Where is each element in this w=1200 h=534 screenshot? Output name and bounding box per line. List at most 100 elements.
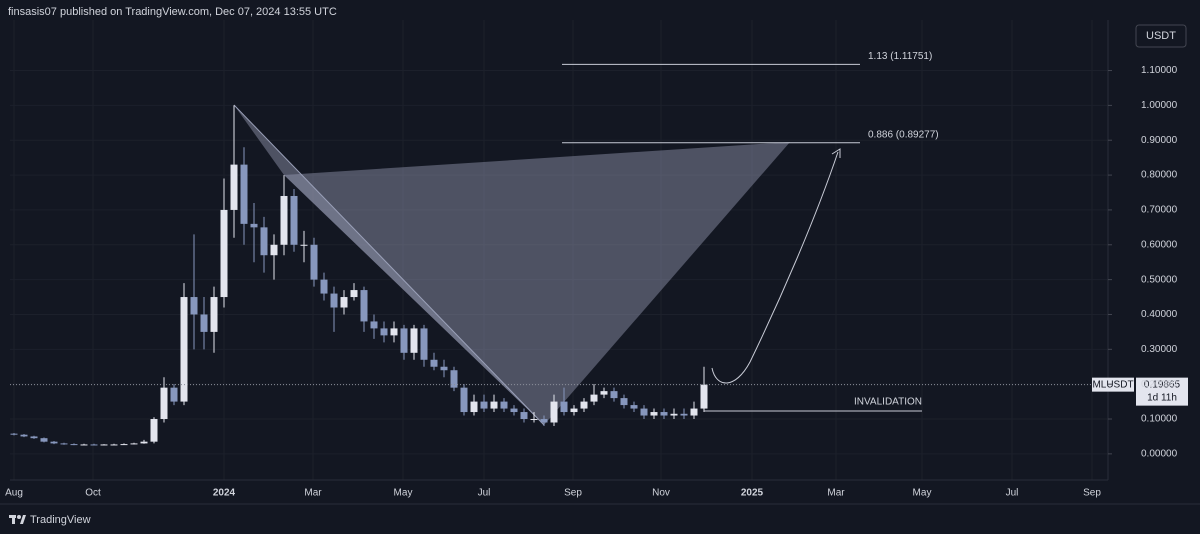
candle-body bbox=[410, 328, 418, 353]
y-tick-label: 0.40000 bbox=[1141, 309, 1178, 320]
x-tick-label: Aug bbox=[5, 488, 23, 499]
candle-body bbox=[630, 405, 638, 409]
candle-body bbox=[50, 441, 58, 444]
price-box bbox=[1136, 377, 1188, 406]
candle-body bbox=[430, 359, 438, 367]
candle-body bbox=[590, 394, 598, 402]
candle-body bbox=[240, 164, 248, 224]
candle-body bbox=[330, 293, 338, 308]
candle-body bbox=[510, 408, 518, 413]
fib-label: 0.886 (0.89277) bbox=[868, 129, 939, 140]
candle-body bbox=[420, 328, 428, 360]
y-tick-label: 0.60000 bbox=[1141, 239, 1178, 250]
arrow-head bbox=[831, 148, 841, 158]
candle-body bbox=[660, 412, 668, 416]
candle-body bbox=[620, 398, 628, 406]
candle-body bbox=[90, 444, 98, 446]
candle-body bbox=[600, 391, 608, 395]
candle-body bbox=[160, 387, 168, 420]
symbol-box bbox=[1092, 377, 1134, 392]
fib-label: 1.13 (1.11751) bbox=[868, 51, 932, 62]
candle-body bbox=[210, 297, 218, 332]
x-tick-label: Mar bbox=[304, 488, 322, 499]
projection-arrow bbox=[711, 151, 839, 384]
candle-body bbox=[200, 314, 208, 332]
candle-body bbox=[280, 195, 288, 245]
candle-body bbox=[290, 195, 298, 245]
candle-body bbox=[670, 413, 678, 416]
candle-body bbox=[440, 366, 448, 371]
y-tick-label: 0.70000 bbox=[1141, 205, 1178, 216]
pattern-edge bbox=[233, 104, 545, 426]
invalidation-label: INVALIDATION bbox=[854, 397, 922, 408]
x-tick-label: 2024 bbox=[213, 488, 236, 499]
candle-body bbox=[130, 443, 138, 445]
x-tick-label: 2025 bbox=[741, 488, 764, 499]
header: finsasis07 published on TradingView.com,… bbox=[8, 6, 337, 18]
candle-body bbox=[390, 328, 398, 336]
x-tick-label: May bbox=[913, 488, 932, 499]
y-tick-label: 0.50000 bbox=[1141, 274, 1178, 285]
candle-body bbox=[340, 297, 348, 308]
candle-body bbox=[370, 321, 378, 329]
y-tick-label: 0.10000 bbox=[1141, 414, 1178, 425]
candle-body bbox=[580, 401, 588, 409]
x-tick-label: Nov bbox=[652, 488, 670, 499]
candle-body bbox=[220, 209, 228, 298]
candle-body bbox=[400, 328, 408, 353]
candle-body bbox=[560, 401, 568, 413]
x-tick-label: Sep bbox=[1083, 488, 1101, 499]
candle-body bbox=[150, 419, 158, 442]
candle-body bbox=[20, 434, 28, 437]
y-tick-label: 0.90000 bbox=[1141, 135, 1178, 146]
y-tick-label: 1.00000 bbox=[1141, 100, 1178, 111]
candle-body bbox=[70, 444, 78, 446]
candle-body bbox=[360, 290, 368, 322]
symbol-label: MLUSDT bbox=[1092, 379, 1133, 390]
candle-body bbox=[450, 370, 458, 388]
countdown: 1d 11h bbox=[1147, 392, 1177, 403]
footer-brand: TradingView bbox=[30, 514, 91, 526]
candle-body bbox=[140, 441, 148, 444]
x-tick-label: Mar bbox=[827, 488, 845, 499]
candle-body bbox=[30, 436, 38, 439]
candle-body bbox=[650, 412, 658, 416]
candle-body bbox=[550, 401, 558, 423]
x-tick-label: Jul bbox=[1006, 488, 1019, 499]
candle-body bbox=[380, 328, 388, 336]
candle-body bbox=[250, 223, 258, 228]
candle-body bbox=[610, 391, 618, 399]
candle-body bbox=[80, 444, 88, 446]
candle-body bbox=[10, 433, 18, 435]
candle-body bbox=[470, 401, 478, 413]
candle-body bbox=[190, 297, 198, 315]
candle-body bbox=[490, 401, 498, 409]
pattern-triangle bbox=[284, 142, 790, 425]
x-tick-label: Oct bbox=[85, 488, 101, 499]
candle-body bbox=[570, 408, 578, 413]
candle-body bbox=[100, 444, 108, 446]
candle-body bbox=[260, 227, 268, 256]
candle-body bbox=[270, 244, 278, 256]
currency-box[interactable] bbox=[1135, 24, 1187, 48]
overlay: 1.13 (1.11751) 0.886 (0.89277) MLUSDT 0.198… bbox=[10, 51, 1188, 406]
candle-body bbox=[320, 279, 328, 294]
candle-body bbox=[110, 444, 118, 446]
y-tick-label: 0.00000 bbox=[1141, 449, 1178, 460]
currency[interactable]: USDT bbox=[1146, 30, 1176, 42]
candle-body bbox=[680, 413, 688, 416]
y-tick-label: 0.80000 bbox=[1141, 170, 1178, 181]
candle-body bbox=[40, 438, 48, 442]
x-tick-label: Sep bbox=[564, 488, 582, 499]
candle-body bbox=[520, 412, 528, 420]
x-tick-label: May bbox=[394, 488, 413, 499]
y-tick-label: 0.20000 bbox=[1141, 379, 1178, 390]
footer-logo bbox=[9, 515, 26, 524]
candles bbox=[10, 105, 708, 446]
candle-body bbox=[480, 401, 488, 409]
y-tick-label: 0.30000 bbox=[1141, 344, 1178, 355]
candle-body bbox=[350, 290, 358, 298]
candle-body bbox=[180, 297, 188, 402]
candle-body bbox=[700, 384, 708, 409]
